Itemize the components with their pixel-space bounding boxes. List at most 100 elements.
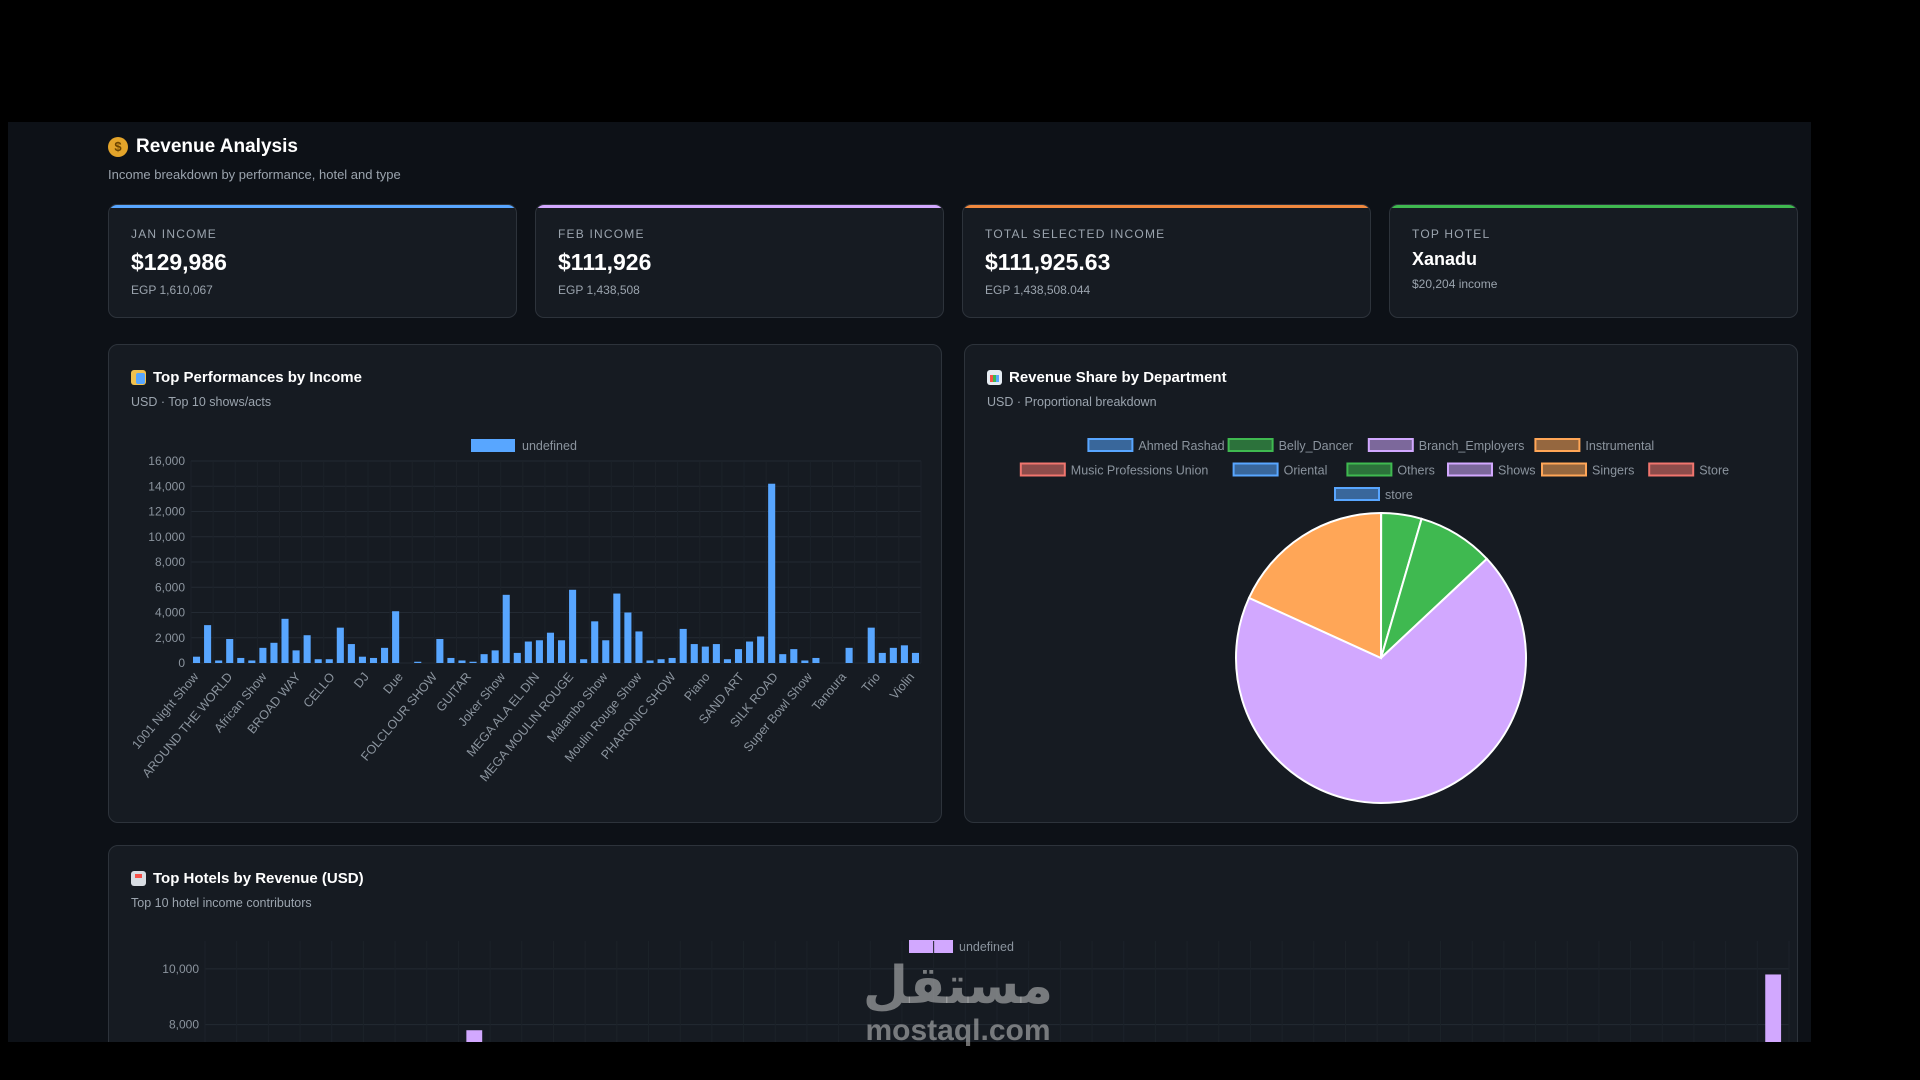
kpi-card-feb-income[interactable]: FEB INCOME $111,926 EGP 1,438,508: [535, 204, 944, 318]
bar: [502, 594, 510, 663]
bar: [701, 646, 709, 663]
bar: [381, 647, 389, 663]
bar: [466, 1030, 483, 1042]
legend-swatch: [909, 940, 953, 953]
x-tick-label: Malambo Show: [544, 669, 611, 745]
x-tick-label: Piano: [681, 670, 712, 704]
bar: [491, 650, 499, 663]
bar: [911, 652, 920, 663]
page-subtitle: Income breakdown by performance, hotel a…: [108, 167, 401, 182]
legend-swatch: [1087, 438, 1134, 452]
bar: [458, 660, 466, 663]
y-tick-label: 4,000: [155, 606, 185, 620]
kpi-label: TOTAL SELECTED INCOME: [985, 227, 1166, 241]
legend-label: Belly_Dancer: [1279, 439, 1353, 453]
kpi-card-top-hotel[interactable]: TOP HOTEL Xanadu $20,204 income: [1389, 204, 1798, 318]
bar: [215, 660, 223, 663]
bar: [779, 654, 787, 663]
legend-swatch: [471, 439, 515, 452]
bar: [845, 647, 853, 663]
kpi-card-jan-income[interactable]: JAN INCOME $129,986 EGP 1,610,067: [108, 204, 517, 318]
bar: [723, 659, 731, 663]
kpi-value: $129,986: [131, 249, 227, 275]
bar: [524, 641, 532, 663]
bar: [801, 660, 809, 663]
legend-label: Singers: [1592, 464, 1634, 478]
bar: [889, 647, 897, 663]
bar: [668, 657, 676, 663]
y-tick-label: 0: [178, 656, 185, 670]
legend-swatch: [1346, 462, 1393, 477]
bar: [734, 649, 743, 663]
bar: [569, 589, 577, 663]
bar: [436, 639, 444, 663]
y-tick-label: 2,000: [155, 631, 185, 645]
top-performances-panel: Top Performances by Income USD · Top 10 …: [108, 344, 942, 823]
bar: [392, 611, 400, 663]
legend-label: Store: [1699, 464, 1729, 478]
kpi-value: Xanadu: [1412, 249, 1478, 269]
legend-label: Shows: [1498, 464, 1536, 478]
legend-swatch: [1232, 462, 1279, 477]
kpi-sub: EGP 1,610,067: [131, 283, 213, 297]
y-tick-label: 10,000: [162, 962, 199, 976]
bar: [602, 640, 610, 663]
page-title: Revenue Analysis: [136, 136, 298, 157]
bar: [314, 659, 322, 663]
bar: [204, 625, 212, 663]
bar: [712, 644, 720, 663]
kpi-label: TOP HOTEL: [1412, 227, 1491, 241]
page-header: Revenue Analysis Income breakdown by per…: [108, 136, 401, 182]
bar: [248, 660, 256, 663]
bar: [480, 654, 488, 663]
bar: [325, 659, 333, 663]
legend-swatch: [1227, 438, 1274, 452]
bar: [369, 657, 378, 663]
money-bag-icon: [108, 137, 128, 157]
bar: [690, 644, 698, 663]
kpi-value: $111,926: [558, 249, 652, 275]
bar: [635, 631, 643, 663]
x-tick-label: Due: [380, 670, 405, 697]
bar: [535, 640, 543, 663]
legend-swatch: [1019, 462, 1066, 477]
panel-subtitle: Top 10 hotel income contributors: [131, 896, 312, 910]
legend-label: Ahmed Rashad: [1138, 439, 1224, 453]
bar: [624, 612, 632, 663]
x-tick-label: Trio: [859, 670, 883, 695]
y-tick-label: 10,000: [148, 530, 185, 544]
x-tick-label: Tanoura: [809, 670, 849, 714]
legend-label: undefined: [522, 439, 577, 453]
top-hotels-panel: Top Hotels by Revenue (USD) Top 10 hotel…: [108, 845, 1798, 1042]
kpi-card-total-selected-income[interactable]: TOTAL SELECTED INCOME $111,925.63 EGP 1,…: [962, 204, 1371, 318]
bar: [591, 621, 599, 663]
x-tick-label: Violin: [887, 670, 917, 702]
bar: [546, 632, 555, 663]
y-tick-label: 12,000: [148, 505, 185, 519]
kpi-label: JAN INCOME: [131, 227, 218, 241]
panel-subtitle: USD · Top 10 shows/acts: [131, 395, 272, 409]
bar: [237, 657, 245, 663]
kpi-value: $111,925.63: [985, 249, 1111, 275]
legend-label: Others: [1397, 464, 1435, 478]
legend-swatch: [1541, 462, 1587, 477]
panel-title: Top Performances by Income: [153, 369, 362, 386]
panel-title: Revenue Share by Department: [1009, 369, 1227, 386]
legend-swatch: [1648, 462, 1695, 477]
bar: [336, 627, 344, 663]
bar: [1765, 974, 1782, 1042]
revenue-share-panel: Revenue Share by Department USD · Propor…: [964, 344, 1798, 823]
bar: [226, 639, 234, 663]
bar: [757, 636, 765, 663]
bar: [746, 641, 754, 663]
kpi-label: FEB INCOME: [558, 227, 645, 241]
bar: [513, 652, 521, 663]
legend-label: undefined: [959, 940, 1014, 954]
bar: [303, 635, 311, 663]
bar-chart-icon: [987, 370, 1002, 385]
bar: [192, 656, 201, 663]
bar: [469, 661, 477, 663]
bar: [878, 652, 886, 663]
legend-swatch: [1447, 462, 1493, 477]
bar: [358, 656, 366, 663]
